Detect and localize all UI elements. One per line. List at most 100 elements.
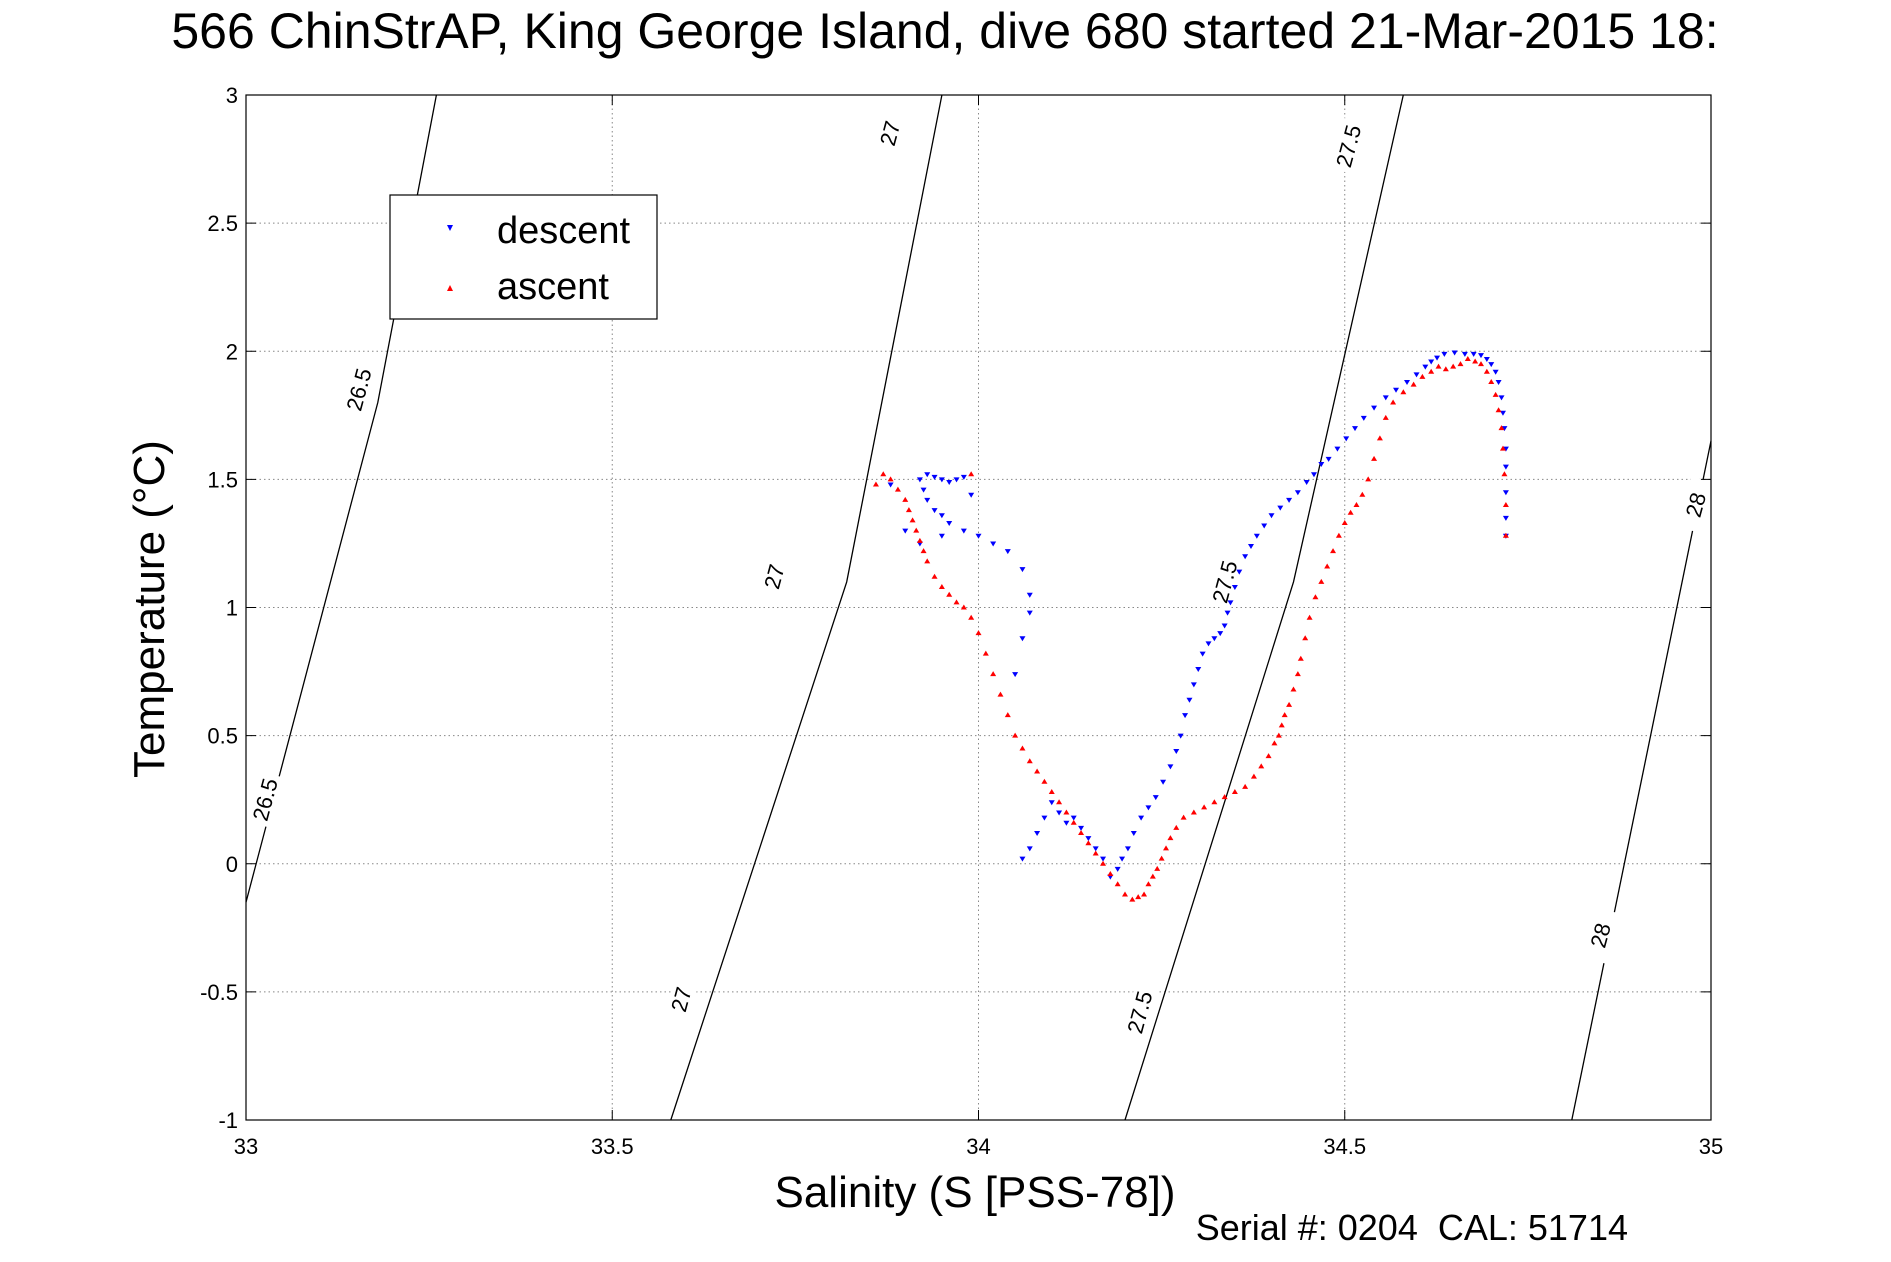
- isopycnal-line-27: [670, 94, 943, 1121]
- ascent-point: [1114, 881, 1121, 887]
- isopycnal-label: 26.5: [341, 366, 376, 414]
- y-tick-label: 0.5: [207, 724, 238, 749]
- descent-point: [1242, 554, 1249, 560]
- descent-point: [1026, 610, 1033, 616]
- ascent-point: [997, 691, 1004, 697]
- isopycnal-label-bg: [341, 361, 378, 418]
- ascent-point: [1400, 389, 1407, 395]
- ascent-point: [1250, 773, 1257, 779]
- legend-ascent-marker: [447, 285, 453, 291]
- descent-point: [1501, 426, 1508, 432]
- descent-point: [946, 520, 953, 526]
- descent-point: [1138, 815, 1145, 821]
- descent-point: [1012, 672, 1019, 678]
- descent-point: [1092, 846, 1099, 852]
- descent-point: [916, 477, 923, 483]
- descent-point: [1294, 490, 1301, 496]
- descent-point: [960, 474, 967, 480]
- ascent-point: [1297, 655, 1304, 661]
- descent-point: [1334, 446, 1341, 452]
- descent-point: [1124, 846, 1131, 852]
- descent-point: [1268, 513, 1275, 519]
- descent-point: [902, 528, 909, 534]
- ascent-point: [1145, 881, 1152, 887]
- axis-ticks: 33 33.5 34 34.5 35 -1 -0.5 0 0.5 1 1.5 2 2.5 3: [200, 83, 1723, 1159]
- ascent-point: [1221, 794, 1228, 800]
- descent-point: [920, 487, 927, 493]
- isopycnal-label-bg: [1330, 118, 1368, 175]
- descent-point: [938, 477, 945, 483]
- isopycnal-label-bg: [1122, 984, 1159, 1041]
- ascent-point: [1275, 732, 1282, 738]
- y-tick-label: 3: [226, 83, 238, 108]
- ascent-point: [1085, 840, 1092, 846]
- isopycnal-label-bg: [1678, 476, 1715, 534]
- x-axis-label: Salinity (S [PSS-78]): [774, 1168, 1175, 1217]
- ascent-point: [1347, 509, 1354, 515]
- descent-point: [1352, 426, 1359, 432]
- descent-point: [1004, 549, 1011, 555]
- ascent-point: [968, 614, 975, 620]
- ascent-point: [1092, 850, 1099, 856]
- ascent-point: [1265, 753, 1272, 759]
- descent-point: [1310, 472, 1317, 478]
- ascent-point: [1495, 407, 1502, 413]
- descent-point: [1495, 380, 1502, 385]
- ascent-point: [1457, 361, 1464, 367]
- ascent-point: [1341, 519, 1348, 525]
- ascent-point: [1499, 445, 1506, 451]
- ascent-point: [1271, 740, 1278, 746]
- descent-point: [1499, 410, 1506, 416]
- ascent-point: [905, 507, 912, 513]
- ascent-point: [1167, 835, 1174, 841]
- x-tick-label: 34: [966, 1134, 990, 1159]
- ascent-point: [1330, 548, 1337, 554]
- ascent-point: [960, 604, 967, 610]
- descent-point: [1186, 697, 1193, 703]
- isopycnal-label-bg: [1207, 553, 1244, 611]
- ascent-point: [1129, 896, 1136, 902]
- descent-point: [1502, 515, 1509, 521]
- isopycnal-line-27.5: [1124, 94, 1404, 1121]
- ascent-point: [1149, 873, 1156, 879]
- ascent-point: [1019, 745, 1026, 751]
- ascent-point: [938, 584, 945, 589]
- data-points: [872, 350, 1509, 902]
- ascent-point: [990, 671, 997, 677]
- ascent-point: [1502, 532, 1509, 538]
- descent-point: [1034, 831, 1041, 836]
- descent-point: [1026, 592, 1033, 598]
- descent-point: [1221, 623, 1228, 629]
- descent-point: [960, 528, 967, 534]
- descent-point: [1502, 490, 1509, 496]
- ascent-point: [1190, 809, 1197, 815]
- ascent-point: [946, 591, 953, 597]
- descent-point: [1063, 820, 1070, 826]
- descent-point: [938, 513, 945, 519]
- ascent-point: [1382, 414, 1389, 420]
- ascent-point: [920, 548, 927, 554]
- descent-point: [1483, 356, 1490, 362]
- descent-point: [1195, 667, 1202, 672]
- descent-point: [1085, 836, 1092, 842]
- legend: descent ascent: [389, 194, 658, 320]
- ascent-point: [1004, 712, 1011, 718]
- ascent-point: [1483, 368, 1490, 374]
- ascent-point: [975, 630, 982, 636]
- descent-point: [1303, 479, 1310, 485]
- chart-title: 566 ChinStrAP, King George Island, dive …: [171, 3, 1718, 59]
- x-tick-label: 35: [1699, 1134, 1723, 1159]
- ascent-point: [953, 599, 960, 605]
- descent-point: [1217, 631, 1224, 637]
- ascent-point: [1278, 722, 1285, 728]
- ascent-point: [1180, 814, 1187, 820]
- y-tick-label: 2: [226, 339, 238, 364]
- descent-point: [1434, 355, 1441, 361]
- ascent-point: [1242, 783, 1249, 789]
- descent-point: [1019, 636, 1026, 642]
- descent-point: [931, 508, 938, 514]
- isopycnal-label: 27.5: [1207, 558, 1242, 606]
- isopycnal-label: 27.5: [1122, 988, 1157, 1036]
- descent-point: [1119, 856, 1126, 862]
